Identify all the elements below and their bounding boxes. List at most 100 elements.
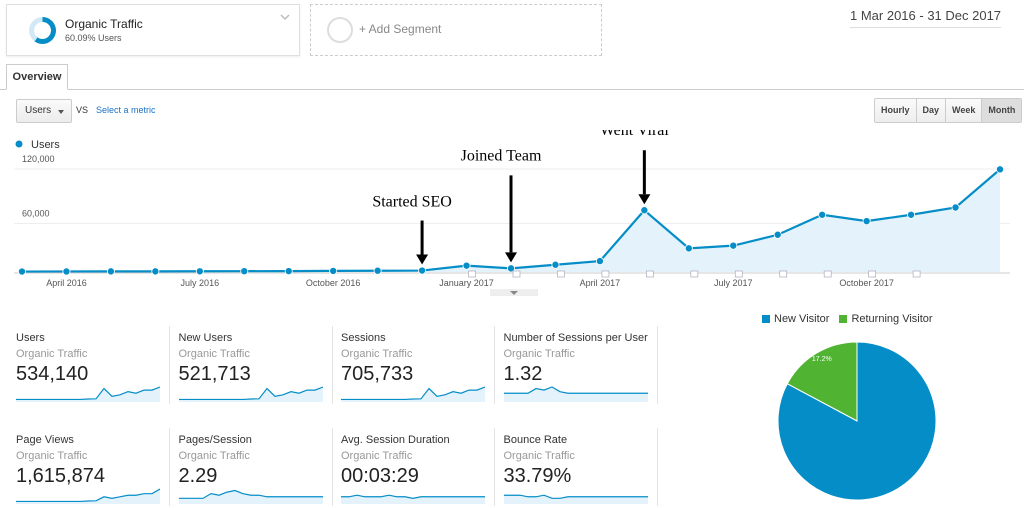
pie-slice bbox=[786, 341, 858, 422]
legend-new-visitor: New Visitor bbox=[762, 313, 829, 325]
annotation-label: Went Viral bbox=[600, 130, 670, 139]
sparkline-line bbox=[503, 494, 648, 499]
metric-name: Pages/Session bbox=[178, 434, 252, 446]
add-segment-ring-icon bbox=[327, 17, 353, 43]
annotation-flag-icon bbox=[779, 270, 788, 278]
metric-segment: Organic Traffic bbox=[503, 348, 575, 360]
sparkline-area bbox=[178, 490, 323, 504]
metric-sparkline bbox=[503, 386, 648, 402]
y-tick-label: 60,000 bbox=[22, 209, 50, 219]
metric-value: 00:03:29 bbox=[341, 465, 419, 487]
metric-segment: Organic Traffic bbox=[16, 450, 88, 462]
visitor-pie-chart: 17.2% 82.8% bbox=[777, 341, 937, 504]
metric-name: New Users bbox=[178, 332, 233, 344]
metric-name: Number of Sessions per User bbox=[503, 332, 648, 344]
metric-tile[interactable]: Pages/Session Organic Traffic 2.29 bbox=[171, 428, 333, 506]
users-point bbox=[773, 230, 782, 239]
annotation-flag-icon bbox=[557, 270, 565, 278]
metric-name: Users bbox=[16, 332, 45, 344]
users-point bbox=[240, 267, 249, 276]
legend-users-dot bbox=[15, 140, 23, 148]
period-month-button[interactable]: Month bbox=[982, 99, 1022, 122]
metric-value: 2.29 bbox=[178, 465, 218, 487]
annotation-flag-icon bbox=[601, 270, 610, 278]
metric-select-label: Users bbox=[25, 105, 52, 116]
legend-users-label: Users bbox=[31, 139, 60, 151]
metric-sparkline bbox=[16, 488, 160, 504]
period-hourly-button[interactable]: Hourly bbox=[875, 99, 917, 122]
legend-new-visitor-label: New Visitor bbox=[774, 313, 830, 325]
users-point bbox=[284, 267, 293, 276]
annotation-flag-icon bbox=[823, 270, 832, 278]
tab-overview[interactable]: Overview bbox=[6, 64, 68, 90]
x-tick-label: July 2017 bbox=[714, 278, 753, 288]
users-point bbox=[818, 210, 827, 219]
sparkline-area bbox=[178, 387, 323, 402]
sparkline-area bbox=[16, 489, 160, 504]
users-point bbox=[373, 266, 382, 275]
metric-segment: Organic Traffic bbox=[503, 450, 575, 462]
annotation-arrow-head-icon bbox=[638, 194, 651, 205]
users-point bbox=[729, 241, 738, 250]
caret-down-icon bbox=[58, 110, 64, 114]
period-toggle: Hourly Day Week Month bbox=[874, 98, 1023, 123]
add-segment-button[interactable]: + Add Segment bbox=[310, 4, 602, 56]
period-week-button[interactable]: Week bbox=[946, 99, 983, 122]
users-point bbox=[951, 203, 960, 212]
segment-card[interactable]: Organic Traffic 60.09% Users bbox=[6, 4, 300, 56]
metric-value: 1,615,874 bbox=[16, 465, 105, 487]
x-tick-label: January 2017 bbox=[439, 278, 494, 288]
metric-sparkline bbox=[178, 489, 323, 504]
metric-segment: Organic Traffic bbox=[341, 348, 413, 360]
y-tick-label: 120,000 bbox=[22, 154, 55, 164]
metric-value: 1.32 bbox=[503, 363, 543, 385]
metric-value: 705,733 bbox=[341, 363, 414, 385]
metric-tile[interactable]: Avg. Session Duration Organic Traffic 00:0… bbox=[333, 428, 495, 506]
select-metric-link[interactable]: Select a metric bbox=[96, 105, 156, 115]
sparkline-line bbox=[503, 386, 648, 394]
users-chart: Users 120,000 60,000 April 2016 July 2016 Oct… bbox=[0, 130, 1024, 302]
sparkline-line bbox=[16, 488, 160, 503]
metric-tile[interactable]: Number of Sessions per User Organic Traff… bbox=[496, 326, 658, 404]
metric-tile[interactable]: Page Views Organic Traffic 1,615,874 bbox=[8, 428, 170, 506]
metric-tile[interactable]: New Users Organic Traffic 521,713 bbox=[171, 326, 333, 404]
metric-value: 33.79% bbox=[503, 465, 572, 487]
users-point bbox=[640, 206, 649, 215]
users-point bbox=[418, 266, 427, 275]
metric-tile[interactable]: Sessions Organic Traffic 705,733 bbox=[333, 326, 495, 404]
users-area bbox=[22, 169, 1000, 272]
x-tick-label: April 2017 bbox=[580, 278, 621, 288]
metric-select[interactable]: Users bbox=[16, 99, 72, 123]
metric-sparkline bbox=[16, 386, 160, 402]
annotation-label: Started SEO bbox=[372, 194, 452, 211]
users-point bbox=[151, 267, 160, 276]
collapse-caret-icon bbox=[510, 291, 518, 295]
users-point bbox=[506, 264, 515, 273]
users-point bbox=[17, 267, 26, 276]
period-day-button[interactable]: Day bbox=[916, 99, 947, 122]
sparkline-line bbox=[178, 489, 323, 499]
metric-tile[interactable]: Bounce Rate Organic Traffic 33.79% bbox=[496, 428, 658, 506]
metric-name: Bounce Rate bbox=[503, 434, 568, 446]
sparkline-line bbox=[178, 386, 323, 401]
metrics-grid: Users Organic Traffic 534,140 New Users Orga… bbox=[8, 326, 660, 508]
chevron-down-icon[interactable] bbox=[279, 11, 291, 23]
metric-sparkline bbox=[341, 494, 485, 504]
users-point bbox=[595, 257, 604, 266]
metric-tile[interactable]: Users Organic Traffic 534,140 bbox=[8, 326, 170, 404]
users-point bbox=[62, 267, 71, 276]
annotation-flag-icon bbox=[690, 270, 699, 278]
users-point bbox=[329, 266, 338, 275]
annotation-flag-icon bbox=[468, 270, 476, 278]
segment-subtitle: 60.09% Users bbox=[65, 33, 122, 43]
annotation-flag-icon bbox=[912, 270, 921, 278]
pie-slice bbox=[777, 341, 937, 501]
legend-returning-visitor: Returning Visitor bbox=[839, 313, 933, 325]
pie-slice-label: 82.8% bbox=[892, 497, 912, 502]
tab-divider bbox=[0, 89, 1024, 90]
pie-slice-label: 17.2% bbox=[812, 356, 832, 363]
users-point bbox=[862, 217, 871, 226]
pie-legend: New Visitor Returning Visitor bbox=[762, 313, 933, 325]
annotation-flag-icon bbox=[646, 270, 654, 278]
date-range-picker[interactable]: 1 Mar 2016 - 31 Dec 2017 bbox=[850, 8, 1002, 28]
